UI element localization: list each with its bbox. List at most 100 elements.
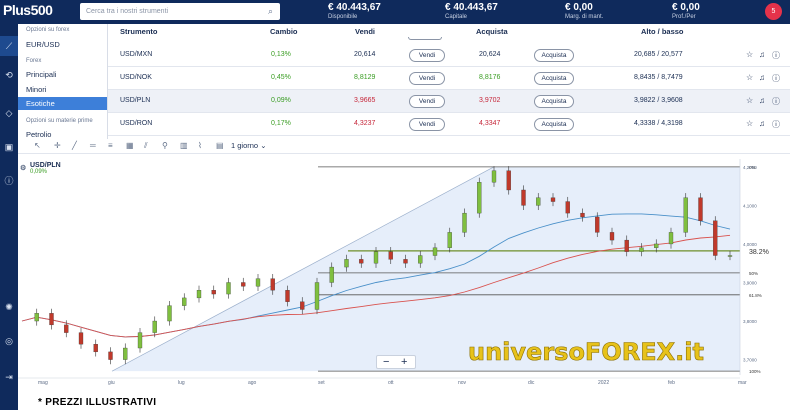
buy-price: 20,624 — [479, 51, 501, 58]
search-input[interactable]: Cerca tra i nostri strumenti — [80, 3, 280, 20]
high-low: 20,685 / 20,577 — [634, 51, 683, 58]
menu-item-eurusd[interactable]: EUR/USD — [26, 40, 60, 49]
candle-up — [34, 313, 39, 322]
info-icon[interactable]: ⓘ — [772, 51, 780, 60]
stat-maintenance-margin: € 0,00 Marg. di mant. — [565, 2, 603, 20]
table-row[interactable]: USD/MXN 0,13% 20,614 Vendi 20,624 Acquis… — [108, 44, 790, 67]
stat-available: € 40.443,67 Disponibile — [328, 2, 381, 20]
x-tick-label: dic — [528, 380, 535, 385]
candle-down — [93, 344, 98, 353]
buy-button[interactable]: Acquista — [534, 95, 574, 108]
sell-button[interactable]: Vendi — [409, 118, 445, 131]
info-icon[interactable]: ⓘ — [772, 74, 780, 83]
candle-down — [624, 239, 629, 252]
star-icon[interactable]: ☆ — [746, 96, 754, 105]
table-row[interactable]: USD/NOK 0,45% 8,8129 Vendi 8,8176 Acquis… — [108, 67, 790, 90]
price-chart[interactable]: 0% 38.2% 50% 61.8% 100% 4,2000 4,1000 4,0000 3,9… — [18, 155, 790, 386]
fib-level-label: 38.2% — [749, 249, 769, 256]
bell-icon[interactable]: ♫ — [759, 73, 765, 82]
period-selector[interactable]: 1 giorno ⌄ — [231, 141, 267, 150]
instrument-category-menu: Opzioni su forex EUR/USD Forex Principal… — [18, 24, 108, 139]
candle-down — [49, 313, 54, 326]
table-row-selected[interactable]: USD/PLN 0,09% 3,9665 Vendi 3,9702 Acquis… — [108, 90, 790, 113]
menu-item-petrolio[interactable]: Petrolio — [26, 130, 52, 139]
bell-icon[interactable]: ♫ — [759, 50, 765, 59]
candle-down — [359, 259, 364, 264]
candle-up — [462, 212, 467, 233]
logout-icon[interactable]: ⇥ — [5, 372, 13, 382]
zoom-controls: − + — [376, 355, 416, 369]
high-low: 3,9822 / 3,9608 — [634, 97, 683, 104]
menu-heading: Opzioni su forex — [26, 27, 70, 33]
info-icon[interactable]: ⓘ — [772, 120, 780, 129]
change-value: 0,09% — [271, 97, 291, 104]
sell-button[interactable]: Vendi — [409, 72, 445, 85]
zoom-out-button[interactable]: − — [383, 356, 390, 368]
pin-icon[interactable]: ⚲ — [162, 141, 168, 150]
calendar-icon[interactable]: ▤ — [216, 141, 224, 150]
crosshair-icon[interactable]: ✛ — [54, 141, 61, 150]
info-icon[interactable]: ⓘ — [4, 176, 14, 186]
buy-button[interactable]: Acquista — [534, 118, 574, 131]
tag-icon[interactable]: ◇ — [5, 108, 13, 118]
scroll-hint — [408, 37, 442, 40]
candle-up — [137, 332, 143, 349]
chart-canvas[interactable]: 0% 38.2% 50% 61.8% 100% 4,2000 4,1000 4,0000 3,9… — [18, 155, 790, 386]
fibonacci-icon[interactable]: ≡ — [108, 141, 113, 150]
x-tick-label: mar — [738, 380, 747, 385]
bell-icon[interactable]: ♫ — [759, 119, 765, 128]
x-tick-label: ago — [248, 380, 257, 385]
bell-icon[interactable]: ♫ — [759, 96, 765, 105]
candle-down — [241, 282, 246, 287]
candle-down — [565, 201, 570, 214]
stat-value: € 40.443,67 — [328, 2, 381, 13]
line-tool-icon[interactable]: ╱ — [72, 141, 77, 150]
star-icon[interactable]: ☆ — [746, 50, 754, 59]
grid-icon[interactable]: ▦ — [126, 141, 134, 150]
col-header-change[interactable]: Cambio — [270, 27, 298, 36]
candle-down — [521, 189, 526, 206]
x-tick-label: feb — [668, 380, 675, 385]
gear-icon[interactable]: ⚙ — [20, 165, 27, 172]
sell-button[interactable]: Vendi — [409, 95, 445, 108]
top-bar: Plus500 Cerca tra i nostri strumenti ⌕ €… — [0, 0, 790, 24]
info-icon[interactable]: ⓘ — [772, 97, 780, 106]
candle-down — [64, 324, 69, 333]
col-header-sell: Vendi — [355, 27, 376, 36]
stat-value: € 0,00 — [672, 2, 700, 13]
instrument-name: USD/RON — [120, 120, 153, 127]
buy-button[interactable]: Acquista — [534, 49, 574, 62]
col-header-instrument[interactable]: Strumento — [120, 27, 158, 36]
cursor-icon[interactable]: ↖ — [34, 141, 41, 150]
table-row[interactable]: USD/RON 0,17% 4,3237 Vendi 4,3347 Acquis… — [108, 113, 790, 136]
channel-icon[interactable]: ⫽ — [144, 141, 148, 150]
col-header-highlow: Alto / basso — [641, 27, 684, 36]
help-icon[interactable]: ◎ — [5, 336, 13, 346]
menu-item-esotiche[interactable]: Esotiche — [18, 97, 107, 110]
fib-level-label: 61.8% — [749, 293, 762, 298]
candles-icon[interactable]: ▥ — [180, 141, 188, 150]
y-tick-label: 4,1000 — [743, 203, 757, 208]
briefcase-icon[interactable]: ▣ — [4, 142, 14, 152]
search-icon[interactable]: ⌕ — [268, 6, 274, 16]
menu-item-minori[interactable]: Minori — [26, 85, 47, 94]
menu-item-principali[interactable]: Principali — [26, 70, 57, 79]
star-icon[interactable]: ☆ — [746, 73, 754, 82]
horizontal-line-icon[interactable]: ═ — [90, 141, 96, 150]
settings-icon[interactable]: ✺ — [5, 302, 13, 312]
fib-trend-line — [111, 166, 495, 372]
positions-icon[interactable]: ⟲ — [5, 70, 13, 80]
candle-down — [595, 216, 600, 233]
plus500-logo[interactable]: Plus500 — [3, 2, 53, 18]
stat-label: Disponibile — [328, 14, 358, 20]
star-icon[interactable]: ☆ — [746, 119, 754, 128]
buy-button[interactable]: Acquista — [534, 72, 574, 85]
candle-up — [639, 247, 644, 252]
indicators-icon[interactable]: ⌇ — [198, 141, 202, 150]
fib-level-label: 0% — [749, 165, 756, 170]
trade-icon[interactable]: ⟋ — [0, 36, 18, 56]
notifications-badge[interactable]: 5 — [765, 3, 782, 20]
zoom-in-button[interactable]: + — [401, 356, 408, 368]
sell-button[interactable]: Vendi — [409, 49, 445, 62]
y-tick-label: 4,2000 — [743, 165, 757, 170]
